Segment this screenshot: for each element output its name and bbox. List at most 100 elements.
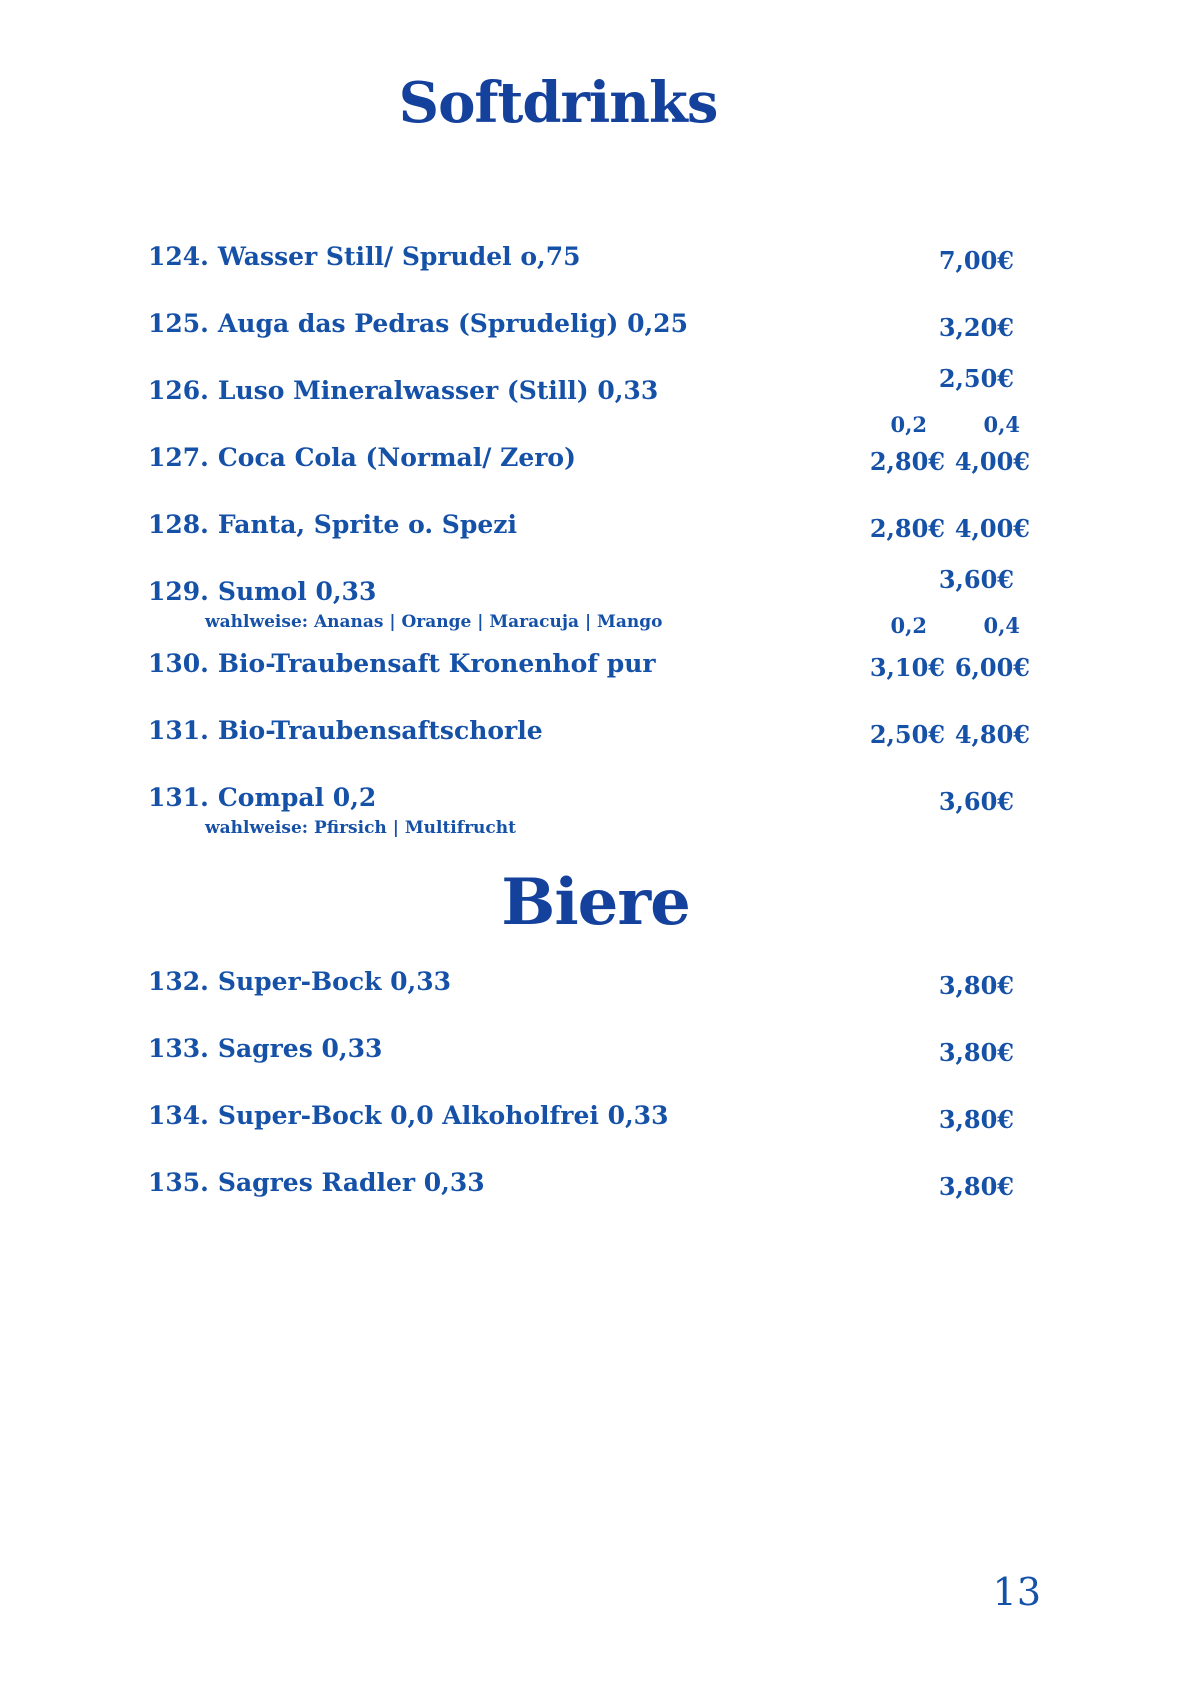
item-text: 133. Sagres 0,33 [148, 1032, 1030, 1066]
item-line: 133. Sagres 0,33 [148, 1032, 1030, 1066]
item-line: 131. Compal 0,2 [148, 781, 1030, 815]
menu-item-row: 130. Bio-Traubensaft Kronenhof pur 3,10€ … [148, 647, 1030, 682]
item-price-large: 6,00€ [954, 653, 1030, 682]
item-price: 3,60€ [938, 787, 1014, 816]
item-text: 131. Bio-Traubensaftschorle [148, 714, 1030, 748]
item-variants: wahlweise: Pfirsich | Multifrucht [205, 818, 516, 838]
item-number: 125. [148, 309, 209, 338]
price-block: 3,80€ [860, 1166, 1030, 1201]
item-number: 124. [148, 242, 209, 271]
menu-item-row: 133. Sagres 0,33 3,80€ [148, 1032, 1030, 1067]
item-number: 131. [148, 716, 209, 745]
menu-item-row: 134. Super-Bock 0,0 Alkoholfrei 0,33 3,80… [148, 1099, 1030, 1134]
item-line: 130. Bio-Traubensaft Kronenhof pur [148, 647, 1030, 681]
price-block: 7,00€ [860, 240, 1030, 275]
size-header: 0,2 0,4 [860, 611, 1030, 641]
item-line: 132. Super-Bock 0,33 [148, 965, 1030, 999]
item-number: 135. [148, 1168, 209, 1197]
menu-item-row: 131. Bio-Traubensaftschorle 2,50€ 4,80€ [148, 714, 1030, 749]
menu-item-row: 124. Wasser Still/ Sprudel o,75 7,00€ [148, 240, 1030, 275]
item-price: 3,80€ [938, 1105, 1014, 1134]
item-text: 131. Compal 0,2 wahlweise: Pfirsich | Mul… [148, 781, 1030, 841]
page-number: 13 [992, 1570, 1041, 1614]
item-line: 131. Bio-Traubensaftschorle [148, 714, 1030, 748]
item-name: Fanta, Sprite o. Spezi [217, 510, 517, 539]
item-line: 127. Coca Cola (Normal/ Zero) [148, 441, 1030, 475]
item-price-large: 4,80€ [954, 720, 1030, 749]
menu-item-row: 135. Sagres Radler 0,33 3,80€ [148, 1166, 1030, 1201]
item-number: 131. [148, 783, 209, 812]
menu-item-row: 128. Fanta, Sprite o. Spezi 2,80€ 4,00€ [148, 508, 1030, 543]
item-number: 133. [148, 1034, 209, 1063]
item-text: 127. Coca Cola (Normal/ Zero) [148, 441, 1030, 475]
item-name: Sumol 0,33 [217, 577, 377, 606]
item-line: 125. Auga das Pedras (Sprudelig) 0,25 [148, 307, 1030, 341]
item-number: 134. [148, 1101, 209, 1130]
menu-item-row: 132. Super-Bock 0,33 3,80€ [148, 965, 1030, 1000]
menu-item-row: 125. Auga das Pedras (Sprudelig) 0,25 3,2… [148, 307, 1030, 342]
item-price: 3,20€ [938, 313, 1014, 342]
item-price-small: 2,80€ [869, 514, 945, 543]
item-line: 129. Sumol 0,33 [148, 575, 1030, 609]
biere-list: 132. Super-Bock 0,33 3,80€ 133. Sagres 0,3… [0, 965, 1191, 1201]
menu-item-row: 131. Compal 0,2 wahlweise: Pfirsich | Mul… [148, 781, 1030, 841]
item-price: 3,80€ [938, 1038, 1014, 1067]
item-prices-by-size: 2,80€ 4,00€ [860, 445, 1030, 479]
item-name: Compal 0,2 [217, 783, 377, 812]
size-label-small: 0,2 [890, 613, 927, 638]
size-header: 0,2 0,4 [860, 410, 1030, 440]
section-title-biere: Biere [501, 865, 691, 940]
item-text: 130. Bio-Traubensaft Kronenhof pur [148, 647, 1030, 681]
item-text: 134. Super-Bock 0,0 Alkoholfrei 0,33 [148, 1099, 1030, 1133]
item-price-small: 2,50€ [869, 720, 945, 749]
price-block: 3,80€ [860, 1032, 1030, 1067]
item-text: 125. Auga das Pedras (Sprudelig) 0,25 [148, 307, 1030, 341]
price-block: 2,50€ 4,80€ [860, 714, 1030, 749]
item-prices-by-size: 2,50€ 4,80€ [860, 718, 1030, 752]
item-name: Wasser Still/ Sprudel o,75 [217, 242, 581, 271]
price-block: 2,50€ 0,2 0,4 [860, 364, 1030, 440]
price-block: 2,80€ 4,00€ [860, 441, 1030, 476]
price-block: 3,80€ [860, 1099, 1030, 1134]
item-line: 124. Wasser Still/ Sprudel o,75 [148, 240, 1030, 274]
menu-item-row: 126. Luso Mineralwasser (Still) 0,33 2,50… [148, 364, 1030, 437]
item-text: 135. Sagres Radler 0,33 [148, 1166, 1030, 1200]
item-name: Auga das Pedras (Sprudelig) 0,25 [217, 309, 688, 338]
item-name: Sagres 0,33 [217, 1034, 383, 1063]
item-text: 128. Fanta, Sprite o. Spezi [148, 508, 1030, 542]
item-text: 124. Wasser Still/ Sprudel o,75 [148, 240, 1030, 274]
item-number: 129. [148, 577, 209, 606]
menu-item-row: 129. Sumol 0,33 wahlweise: Ananas | Orang… [148, 565, 1030, 638]
price-block: 3,10€ 6,00€ [860, 647, 1030, 682]
menu-item-row: 127. Coca Cola (Normal/ Zero) 2,80€ 4,00€ [148, 441, 1030, 476]
item-text: 132. Super-Bock 0,33 [148, 965, 1030, 999]
item-line: 128. Fanta, Sprite o. Spezi [148, 508, 1030, 542]
item-number: 128. [148, 510, 209, 539]
item-name: Luso Mineralwasser (Still) 0,33 [217, 376, 659, 405]
item-price-small: 3,10€ [869, 653, 945, 682]
item-line: 135. Sagres Radler 0,33 [148, 1166, 1030, 1200]
item-price-large: 4,00€ [954, 447, 1030, 476]
item-number: 132. [148, 967, 209, 996]
item-prices-by-size: 2,80€ 4,00€ [860, 512, 1030, 546]
item-name: Bio-Traubensaftschorle [217, 716, 543, 745]
item-text: 126. Luso Mineralwasser (Still) 0,33 [148, 374, 1030, 408]
item-prices-by-size: 3,10€ 6,00€ [860, 651, 1030, 685]
softdrinks-list: 124. Wasser Still/ Sprudel o,75 7,00€ 125… [0, 240, 1191, 841]
item-name: Bio-Traubensaft Kronenhof pur [217, 649, 656, 678]
item-number: 130. [148, 649, 209, 678]
price-block: 2,80€ 4,00€ [860, 508, 1030, 543]
item-variants: wahlweise: Ananas | Orange | Maracuja | … [205, 612, 663, 632]
section-title-softdrinks: Softdrinks [398, 70, 719, 136]
item-name: Sagres Radler 0,33 [217, 1168, 485, 1197]
item-number: 127. [148, 443, 209, 472]
price-block: 3,60€ 0,2 0,4 [860, 565, 1030, 641]
item-name: Coca Cola (Normal/ Zero) [217, 443, 576, 472]
size-label-large: 0,4 [983, 412, 1020, 437]
item-price-small: 2,80€ [869, 447, 945, 476]
item-price: 7,00€ [938, 246, 1014, 275]
item-price: 3,80€ [938, 1172, 1014, 1201]
item-name: Super-Bock 0,33 [217, 967, 451, 996]
item-price: 3,80€ [938, 971, 1014, 1000]
item-price: 3,60€ [938, 565, 1014, 594]
